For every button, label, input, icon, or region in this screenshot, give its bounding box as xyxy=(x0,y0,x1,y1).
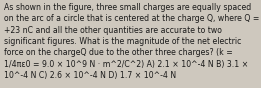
Text: As shown in the figure, three small charges are equally spaced
on the arc of a c: As shown in the figure, three small char… xyxy=(4,3,259,80)
